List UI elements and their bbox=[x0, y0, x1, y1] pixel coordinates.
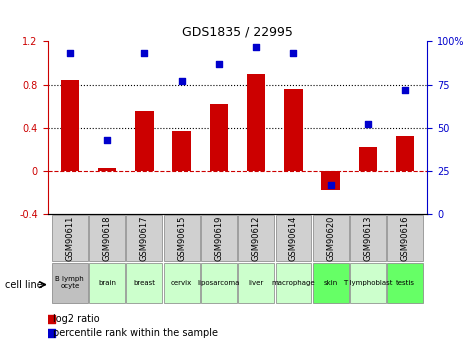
FancyBboxPatch shape bbox=[126, 215, 162, 261]
Bar bbox=[135, 111, 154, 171]
FancyBboxPatch shape bbox=[276, 263, 311, 303]
Text: GSM90617: GSM90617 bbox=[140, 215, 149, 261]
Text: liver: liver bbox=[248, 280, 264, 286]
FancyBboxPatch shape bbox=[164, 263, 200, 303]
Text: liposarcoma: liposarcoma bbox=[198, 280, 240, 286]
FancyBboxPatch shape bbox=[350, 263, 386, 303]
Text: GSM90611: GSM90611 bbox=[66, 215, 75, 261]
Point bbox=[401, 87, 409, 92]
FancyBboxPatch shape bbox=[126, 263, 162, 303]
FancyBboxPatch shape bbox=[52, 263, 88, 303]
FancyBboxPatch shape bbox=[52, 215, 88, 261]
Bar bbox=[247, 74, 266, 171]
Point bbox=[290, 51, 297, 56]
Text: GSM90615: GSM90615 bbox=[177, 215, 186, 261]
Text: B lymph
ocyte: B lymph ocyte bbox=[56, 276, 84, 289]
Point bbox=[103, 137, 111, 142]
FancyBboxPatch shape bbox=[387, 263, 423, 303]
Text: log2 ratio: log2 ratio bbox=[53, 314, 100, 324]
FancyBboxPatch shape bbox=[89, 215, 125, 261]
Bar bbox=[321, 171, 340, 190]
Text: GSM90619: GSM90619 bbox=[214, 215, 223, 261]
Bar bbox=[60, 80, 79, 171]
Point bbox=[364, 121, 372, 127]
Bar bbox=[284, 89, 303, 171]
FancyBboxPatch shape bbox=[238, 215, 274, 261]
Bar bbox=[98, 168, 116, 171]
FancyBboxPatch shape bbox=[387, 215, 423, 261]
Point bbox=[141, 51, 148, 56]
Point bbox=[215, 61, 223, 67]
FancyBboxPatch shape bbox=[89, 263, 125, 303]
Text: cell line: cell line bbox=[5, 280, 42, 289]
Text: GSM90620: GSM90620 bbox=[326, 215, 335, 261]
Title: GDS1835 / 22995: GDS1835 / 22995 bbox=[182, 26, 293, 39]
Text: brain: brain bbox=[98, 280, 116, 286]
Point bbox=[66, 51, 74, 56]
Text: skin: skin bbox=[323, 280, 338, 286]
Text: GSM90612: GSM90612 bbox=[252, 215, 261, 261]
Point bbox=[327, 182, 334, 187]
FancyBboxPatch shape bbox=[313, 215, 349, 261]
Bar bbox=[172, 131, 191, 171]
Text: GSM90614: GSM90614 bbox=[289, 215, 298, 261]
Bar bbox=[396, 136, 415, 171]
FancyBboxPatch shape bbox=[238, 263, 274, 303]
Text: GSM90618: GSM90618 bbox=[103, 215, 112, 261]
Text: macrophage: macrophage bbox=[272, 280, 315, 286]
Text: breast: breast bbox=[133, 280, 155, 286]
Bar bbox=[209, 104, 228, 171]
Text: cervix: cervix bbox=[171, 280, 192, 286]
Point bbox=[48, 316, 55, 321]
Text: GSM90616: GSM90616 bbox=[400, 215, 409, 261]
FancyBboxPatch shape bbox=[350, 215, 386, 261]
FancyBboxPatch shape bbox=[201, 263, 237, 303]
FancyBboxPatch shape bbox=[164, 215, 200, 261]
Point bbox=[252, 44, 260, 49]
Text: testis: testis bbox=[396, 280, 415, 286]
Text: T lymphoblast: T lymphoblast bbox=[343, 280, 393, 286]
FancyBboxPatch shape bbox=[201, 215, 237, 261]
FancyBboxPatch shape bbox=[313, 263, 349, 303]
Point bbox=[48, 330, 55, 336]
FancyBboxPatch shape bbox=[276, 215, 311, 261]
Text: percentile rank within the sample: percentile rank within the sample bbox=[53, 328, 218, 338]
Bar bbox=[359, 147, 377, 171]
Text: GSM90613: GSM90613 bbox=[363, 215, 372, 261]
Point bbox=[178, 78, 185, 84]
